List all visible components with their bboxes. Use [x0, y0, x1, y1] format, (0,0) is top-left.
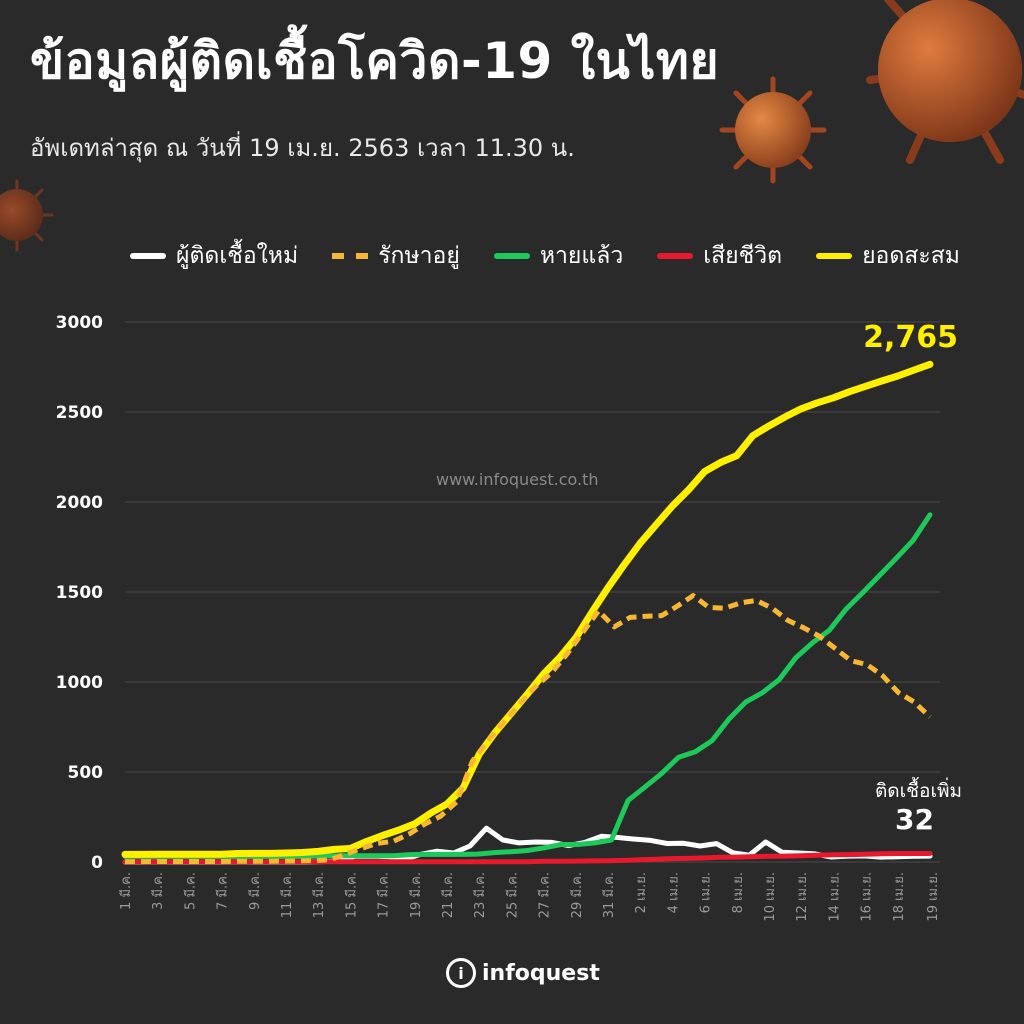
x-tick-label: 31 มี.ค.: [601, 872, 617, 918]
legend-label-new-cases: ผู้ติดเชื้อใหม่: [176, 243, 299, 269]
x-tick-label: 29 มี.ค.: [569, 872, 585, 918]
x-tick-label: 3 มี.ค.: [150, 872, 166, 910]
brand-logo: i infoquest: [446, 958, 600, 988]
update-timestamp: อัพเดทล่าสุด ณ วันที่ 19 เม.ย. 2563 เวลา…: [30, 134, 575, 162]
x-tick-label: 21 มี.ค.: [440, 872, 456, 918]
x-tick-label: 14 เม.ย.: [827, 872, 842, 922]
info-icon: i: [446, 958, 476, 988]
legend-label-recovered: หายแล้ว: [539, 243, 624, 269]
legend-item-active: รักษาอยู่: [332, 238, 460, 274]
x-tick-label: 6 เม.ย.: [699, 872, 714, 913]
x-tick-label: 19 มี.ค.: [408, 872, 424, 918]
x-tick-label: 4 เม.ย.: [666, 872, 681, 913]
legend-swatch-deaths: [657, 253, 694, 259]
virus-illustration-large: [866, 0, 1024, 164]
x-tick-label: 23 มี.ค.: [472, 872, 488, 918]
x-tick-label: 27 มี.ค.: [537, 872, 553, 918]
series-line-recovered: [122, 512, 933, 859]
y-tick-label: 0: [91, 853, 103, 873]
legend-swatch-cumulative: [816, 253, 853, 259]
y-tick-label: 1500: [56, 583, 103, 603]
y-tick-label: 3000: [56, 313, 103, 333]
x-tick-label: 16 เม.ย.: [860, 872, 875, 922]
legend-swatch-new-cases: [130, 253, 166, 259]
y-tick-label: 1000: [56, 673, 103, 693]
page-title: ข้อมูลผู้ติดเชื้อโควิด-19 ในไทย: [30, 32, 720, 90]
x-tick-label: 11 มี.ค.: [279, 872, 295, 918]
y-tick-label: 2500: [56, 403, 103, 423]
x-tick-label: 17 มี.ค.: [376, 872, 392, 918]
x-tick-label: 18 เม.ย.: [892, 872, 907, 922]
legend-label-cumulative: ยอดสะสม: [862, 243, 960, 269]
x-tick-label: 19 เม.ย.: [926, 872, 941, 922]
total-value-label: 2,765: [863, 320, 958, 355]
y-tick-label: 2000: [56, 493, 103, 513]
x-tick-label: 1 มี.ค.: [118, 872, 134, 910]
x-tick-label: 8 เม.ย.: [731, 872, 746, 913]
legend-item-deaths: เสียชีวิต: [657, 238, 782, 274]
watermark: www.infoquest.co.th: [436, 470, 599, 489]
virus-illustration-small: [0, 179, 54, 252]
x-tick-label: 2 เม.ย.: [634, 872, 649, 913]
x-tick-label: 15 มี.ค.: [343, 872, 359, 918]
x-tick-label: 25 มี.ค.: [504, 872, 520, 918]
new-cases-annotation-value: 32: [895, 803, 934, 836]
virus-illustration-medium: [719, 76, 827, 184]
legend-item-recovered: หายแล้ว: [493, 238, 624, 274]
x-tick-label: 13 มี.ค.: [311, 872, 327, 918]
label-layer: 0 500 1000 1500 2000 2500 3000 1 มี.ค. 3 มี.ค. 5 …: [56, 313, 962, 922]
legend-item-cumulative: ยอดสะสม: [816, 238, 960, 274]
legend-label-deaths: เสียชีวิต: [703, 243, 783, 269]
y-tick-label: 500: [68, 763, 104, 783]
new-cases-annotation-label: ติดเชื้อเพิ่ม: [875, 777, 962, 802]
x-tick-label: 10 เม.ย.: [763, 872, 778, 922]
legend-item-new-cases: ผู้ติดเชื้อใหม่: [130, 238, 298, 274]
x-tick-label: 7 มี.ค.: [215, 872, 231, 910]
legend-label-active: รักษาอยู่: [378, 243, 460, 269]
chart-legend: ผู้ติดเชื้อใหม่ รักษาอยู่ หายแล้ว เสียชี…: [130, 238, 960, 274]
legend-swatch-active: [332, 253, 369, 259]
x-tick-label: 5 มี.ค.: [182, 872, 198, 910]
series-line-cumulative: [121, 360, 934, 858]
legend-swatch-recovered: [493, 253, 530, 259]
x-tick-label: 12 เม.ย.: [795, 872, 810, 922]
x-tick-label: 9 มี.ค.: [247, 872, 263, 910]
brand-name: infoquest: [482, 960, 600, 986]
series-line-active: [125, 593, 932, 865]
series-layer: [121, 360, 934, 865]
